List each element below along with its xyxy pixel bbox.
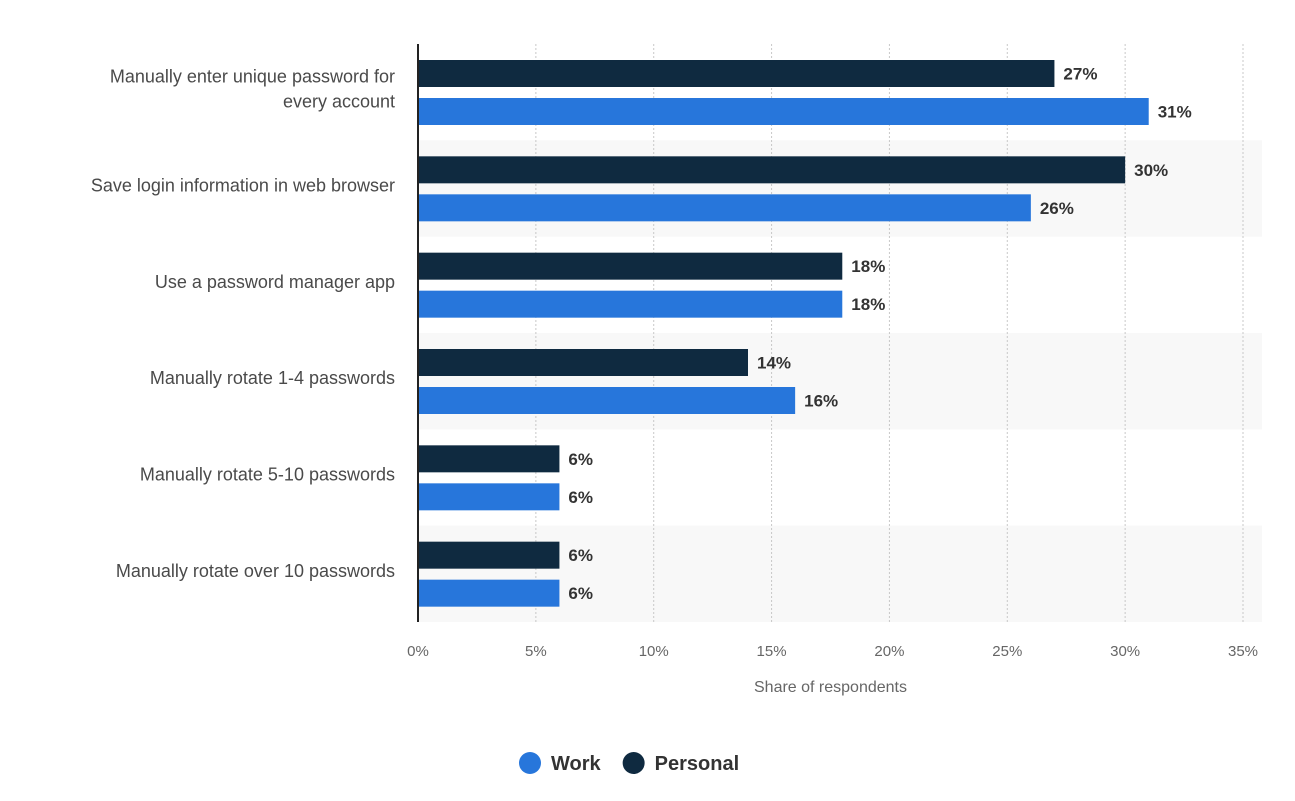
data-label: 31% (1158, 103, 1192, 122)
x-tick-label: 15% (757, 643, 787, 660)
x-tick-label: 10% (639, 643, 669, 660)
bar-personal (418, 349, 748, 376)
category-label: Use a password manager app (155, 272, 395, 292)
category-label: Manually rotate over 10 passwords (116, 561, 395, 581)
band-shade (418, 140, 1262, 237)
bar-personal (418, 156, 1126, 184)
bar-personal (418, 445, 560, 473)
legend-label-personal: Personal (655, 753, 739, 775)
data-label: 18% (851, 257, 885, 276)
x-tick-label: 25% (992, 643, 1022, 660)
legend-marker-personal (622, 752, 645, 774)
x-axis-title: Share of respondents (754, 679, 907, 696)
band-shade (418, 525, 1262, 622)
legend-label-work: Work (551, 753, 602, 775)
data-label: 6% (568, 584, 593, 603)
category-label: every account (283, 92, 395, 112)
bar-work (418, 290, 843, 318)
bar-work (418, 579, 560, 607)
category-label: Save login information in web browser (91, 176, 395, 196)
x-tick-label: 20% (874, 643, 904, 660)
legend-marker-work (519, 752, 541, 774)
category-label: Manually enter unique password for (110, 67, 395, 87)
bar-personal (418, 60, 1055, 87)
data-label: 14% (757, 354, 791, 373)
x-tick-label: 30% (1110, 643, 1140, 660)
x-tick-label: 5% (525, 643, 547, 660)
data-label: 6% (568, 488, 593, 507)
data-label: 6% (568, 450, 593, 469)
x-tick-label: 0% (407, 643, 429, 660)
data-label: 26% (1040, 199, 1074, 218)
bar-personal (418, 541, 560, 569)
category-label: Manually rotate 1-4 passwords (150, 368, 395, 388)
data-label: 6% (568, 546, 593, 565)
band-shade (418, 333, 1262, 430)
data-label: 27% (1063, 65, 1097, 84)
x-tick-label: 35% (1228, 643, 1258, 660)
bar-work (418, 98, 1149, 125)
data-label: 18% (851, 295, 885, 314)
bar-personal (418, 252, 843, 280)
data-label: 30% (1134, 161, 1168, 180)
bar-work (418, 194, 1031, 222)
data-label: 16% (804, 392, 838, 411)
bar-work (418, 387, 796, 414)
category-label: Manually rotate 5-10 passwords (140, 465, 395, 485)
bar-work (418, 483, 560, 511)
